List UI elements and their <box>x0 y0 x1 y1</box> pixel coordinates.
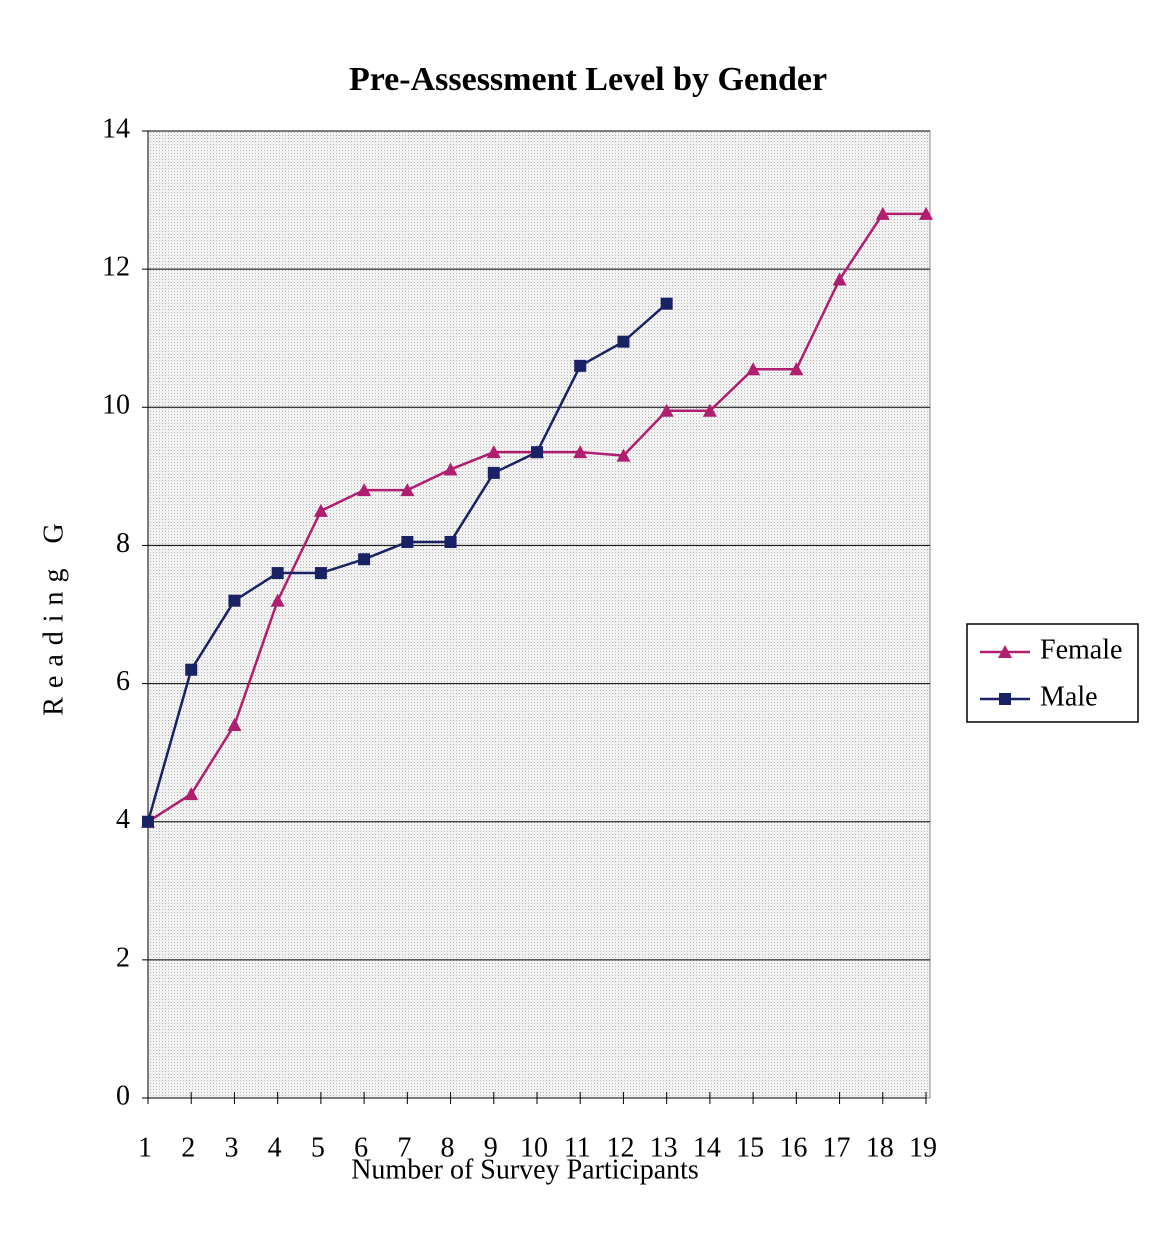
marker <box>919 206 933 220</box>
marker <box>443 462 458 476</box>
marker <box>358 553 371 566</box>
legend-label: Female <box>1040 634 1122 665</box>
x-tick-label: 7 <box>397 1132 411 1163</box>
marker <box>271 567 284 580</box>
x-tick-label: 2 <box>181 1132 195 1163</box>
x-tick-label: 4 <box>268 1132 282 1163</box>
marker <box>185 663 198 676</box>
y-tick-label: 4 <box>116 804 130 835</box>
x-tick-label: 6 <box>354 1132 368 1163</box>
x-tick-label: 14 <box>693 1132 721 1163</box>
marker <box>313 503 328 517</box>
marker <box>270 593 285 607</box>
marker <box>401 535 414 548</box>
marker <box>573 445 588 459</box>
marker <box>486 445 501 459</box>
x-tick-label: 3 <box>224 1132 238 1163</box>
x-tick-label: 9 <box>484 1132 498 1163</box>
marker <box>746 362 761 376</box>
x-tick-label: 5 <box>311 1132 325 1163</box>
marker <box>574 359 587 372</box>
marker <box>142 815 154 828</box>
y-tick-label: 2 <box>116 942 130 973</box>
x-tick-label: 12 <box>606 1132 634 1163</box>
marker <box>314 567 327 580</box>
marker <box>659 403 674 417</box>
x-tick-label: 8 <box>441 1132 455 1163</box>
marker <box>702 403 717 417</box>
y-tick-label: 12 <box>102 252 130 283</box>
marker <box>660 297 673 310</box>
plot-area <box>147 130 931 1099</box>
legend <box>966 623 1139 723</box>
marker <box>617 335 630 348</box>
x-tick-label: 11 <box>564 1132 591 1163</box>
marker <box>227 718 242 732</box>
y-tick-label: 14 <box>102 113 130 144</box>
y-tick-label: 6 <box>116 666 130 697</box>
marker <box>444 535 457 548</box>
chart-title: Pre-Assessment Level by Gender <box>349 61 827 98</box>
x-tick-label: 15 <box>736 1132 764 1163</box>
marker <box>999 693 1011 705</box>
marker <box>875 206 890 220</box>
x-tick-label: 13 <box>650 1132 678 1163</box>
marker <box>228 594 241 607</box>
marker <box>357 483 372 497</box>
marker <box>832 272 847 286</box>
legend-label: Male <box>1040 681 1098 712</box>
x-tick-label: 1 <box>138 1132 152 1163</box>
marker <box>531 446 543 459</box>
x-tick-label: 19 <box>909 1132 937 1163</box>
marker <box>400 483 415 497</box>
y-tick-label: 0 <box>116 1080 130 1111</box>
y-tick-label: 8 <box>116 528 130 559</box>
x-tick-label: 10 <box>520 1132 548 1163</box>
marker <box>184 787 199 801</box>
marker <box>487 466 500 479</box>
x-tick-label: 18 <box>866 1132 894 1163</box>
marker <box>616 448 631 462</box>
marker <box>789 362 804 376</box>
x-tick-label: 17 <box>823 1132 851 1163</box>
marker <box>998 645 1012 658</box>
y-tick-label: 10 <box>102 390 130 421</box>
x-axis-label: Number of Survey Participants <box>351 1154 699 1185</box>
y-axis-label: Reading G <box>38 514 69 716</box>
x-tick-label: 16 <box>779 1132 807 1163</box>
